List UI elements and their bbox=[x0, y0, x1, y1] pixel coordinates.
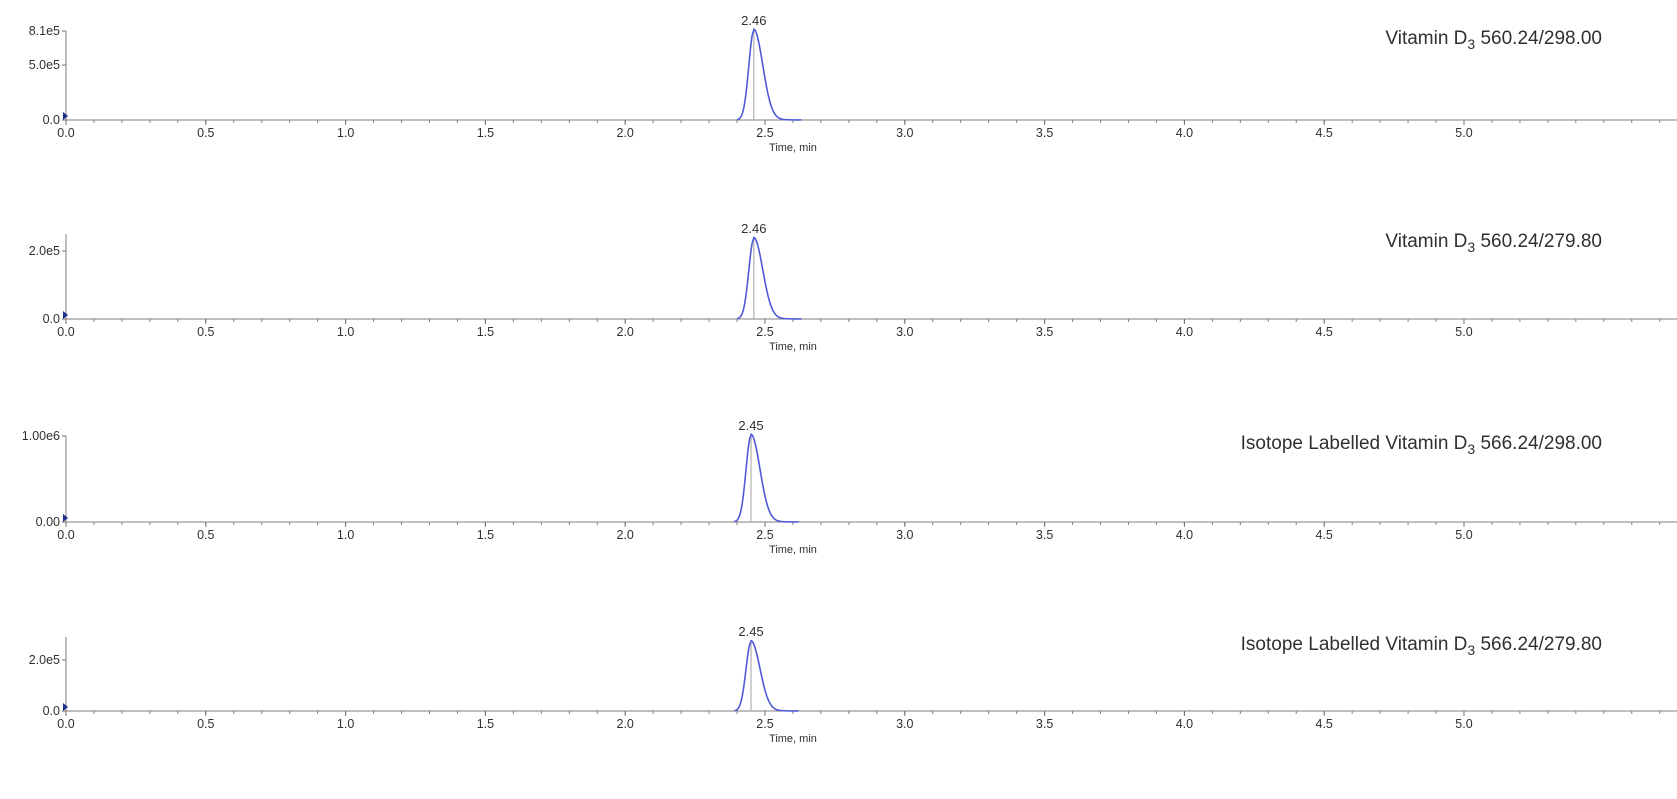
peak-label: 2.45 bbox=[738, 418, 763, 433]
chromatogram-panel-4: 0.0 0.5 1.0 1.5 2.0 2.5 3.0 3.5 4.0 4.5 5.0 Time, m… bbox=[29, 624, 1677, 745]
x-tick-label: 4.0 bbox=[1176, 126, 1193, 140]
origin-marker bbox=[63, 112, 68, 120]
x-tick-label: 1.0 bbox=[337, 528, 354, 542]
x-tick-label: 0.5 bbox=[197, 717, 214, 731]
x-tick-label: 2.0 bbox=[617, 126, 634, 140]
x-tick-label: 4.5 bbox=[1316, 325, 1333, 339]
x-tick-label: 4.5 bbox=[1316, 528, 1333, 542]
x-tick-label: 1.0 bbox=[337, 717, 354, 731]
x-tick-label: 0.5 bbox=[197, 126, 214, 140]
origin-marker bbox=[63, 514, 68, 522]
x-axis-label: Time, min bbox=[769, 733, 817, 745]
x-tick-label: 1.5 bbox=[477, 717, 494, 731]
x-tick-label: 3.5 bbox=[1036, 126, 1053, 140]
x-tick-label: 3.5 bbox=[1036, 717, 1053, 731]
x-tick-label: 2.0 bbox=[617, 325, 634, 339]
peak-trace bbox=[734, 433, 799, 523]
panel-title: Isotope Labelled Vitamin D3 566.24/279.8… bbox=[1241, 634, 1602, 658]
x-tick-label: 0.0 bbox=[57, 325, 74, 339]
x-tick-label: 3.0 bbox=[896, 325, 913, 339]
y-tick-label: 2.0e5 bbox=[29, 244, 60, 258]
x-tick-label: 0.5 bbox=[197, 528, 214, 542]
x-tick-label: 2.5 bbox=[756, 717, 773, 731]
peak-label: 2.46 bbox=[741, 221, 766, 236]
x-tick-label: 0.5 bbox=[197, 325, 214, 339]
y-tick-label: 5.0e5 bbox=[29, 58, 60, 72]
y-tick-label: 1.00e6 bbox=[22, 429, 60, 443]
x-tick-label: 1.5 bbox=[477, 126, 494, 140]
y-tick-label: 0.0 bbox=[43, 113, 60, 127]
x-tick-label: 2.0 bbox=[617, 717, 634, 731]
x-tick-label: 5.0 bbox=[1455, 126, 1472, 140]
x-tick-label: 3.5 bbox=[1036, 325, 1053, 339]
x-tick-label: 5.0 bbox=[1455, 528, 1472, 542]
x-tick-label: 4.5 bbox=[1316, 126, 1333, 140]
peak-label: 2.45 bbox=[738, 624, 763, 639]
x-tick-label: 1.0 bbox=[337, 126, 354, 140]
x-tick-label: 2.5 bbox=[756, 325, 773, 339]
x-tick-label: 4.0 bbox=[1176, 528, 1193, 542]
x-tick-label: 0.0 bbox=[57, 528, 74, 542]
x-tick-label: 1.0 bbox=[337, 325, 354, 339]
x-tick-label: 4.0 bbox=[1176, 325, 1193, 339]
x-tick-label: 3.5 bbox=[1036, 528, 1053, 542]
x-tick-label: 4.5 bbox=[1316, 717, 1333, 731]
x-tick-label: 5.0 bbox=[1455, 325, 1472, 339]
x-tick-label: 3.0 bbox=[896, 126, 913, 140]
y-tick-label: 8.1e5 bbox=[29, 24, 60, 38]
chromatogram-panel-2: 0.0 0.5 1.0 1.5 2.0 2.5 3.0 3.5 4.0 4.5 5.0 Time, m… bbox=[29, 221, 1677, 353]
peak-trace bbox=[736, 236, 802, 320]
x-tick-label: 3.0 bbox=[896, 528, 913, 542]
y-tick-label: 0.0 bbox=[43, 312, 60, 326]
y-tick-label: 0.00 bbox=[36, 515, 60, 529]
peak-label: 2.46 bbox=[741, 13, 766, 28]
x-tick-label: 2.5 bbox=[756, 126, 773, 140]
x-axis-label: Time, min bbox=[769, 341, 817, 353]
origin-marker bbox=[63, 311, 68, 319]
x-tick-label: 2.0 bbox=[617, 528, 634, 542]
peak-trace bbox=[734, 639, 799, 712]
peak-trace bbox=[736, 28, 802, 121]
x-axis-label: Time, min bbox=[769, 142, 817, 154]
origin-marker bbox=[63, 703, 68, 711]
x-tick-label: 1.5 bbox=[477, 528, 494, 542]
chromatogram-panel-3: 0.0 0.5 1.0 1.5 2.0 2.5 3.0 3.5 4.0 4.5 5.0 Time, m… bbox=[22, 418, 1677, 556]
x-tick-label: 0.0 bbox=[57, 717, 74, 731]
panel-title: Vitamin D3 560.24/279.80 bbox=[1385, 231, 1602, 255]
x-axis-label: Time, min bbox=[769, 544, 817, 556]
x-tick-label: 5.0 bbox=[1455, 717, 1472, 731]
x-tick-label: 0.0 bbox=[57, 126, 74, 140]
y-tick-label: 0.0 bbox=[43, 704, 60, 718]
x-tick-label: 3.0 bbox=[896, 717, 913, 731]
chromatogram-panel-1: 0.0 0.5 1.0 1.5 2.0 2.5 3.0 3.5 4.0 4.5 5.0 Time, m… bbox=[29, 13, 1677, 154]
panel-title: Vitamin D3 560.24/298.00 bbox=[1385, 28, 1602, 52]
y-tick-label: 2.0e5 bbox=[29, 653, 60, 667]
panel-title: Isotope Labelled Vitamin D3 566.24/298.0… bbox=[1241, 433, 1602, 457]
x-tick-label: 1.5 bbox=[477, 325, 494, 339]
x-tick-label: 4.0 bbox=[1176, 717, 1193, 731]
x-tick-label: 2.5 bbox=[756, 528, 773, 542]
